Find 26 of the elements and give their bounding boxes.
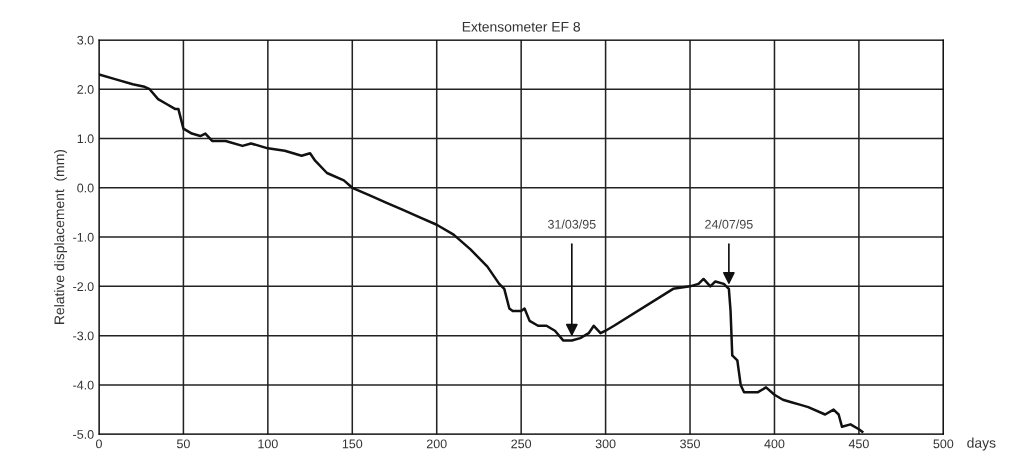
- x-tick-label: 50: [176, 439, 190, 449]
- x-tick-label: 500: [933, 439, 954, 449]
- line-series: [98, 73, 864, 433]
- y-tick-label: -1.0: [73, 232, 94, 242]
- y-axis-title: Relative displacement (mm): [54, 149, 68, 324]
- y-tick-label: 0.0: [77, 183, 94, 193]
- x-tick-label: 450: [848, 439, 869, 449]
- x-tick-label: 0: [95, 439, 102, 449]
- x-tick-label: 350: [680, 439, 700, 449]
- x-axis-title: days: [967, 437, 996, 451]
- y-tick-label: -4.0: [73, 380, 94, 390]
- annotation: 31/03/95: [547, 219, 596, 229]
- y-tick-label: -2.0: [73, 282, 94, 292]
- chart-title: Extensometer EF 8: [462, 21, 580, 32]
- x-tick-label: 150: [342, 439, 363, 449]
- y-tick-label: -3.0: [73, 331, 94, 341]
- x-tick-label: 100: [258, 439, 278, 449]
- annotation: 24/07/95: [705, 219, 753, 229]
- y-tick-label: -5.0: [73, 430, 94, 439]
- y-tick-label: 1.0: [77, 134, 94, 144]
- x-tick-label: 250: [511, 439, 532, 449]
- x-tick-label: 200: [426, 439, 447, 449]
- y-tick-label: 2.0: [77, 85, 94, 94]
- x-tick-label: 400: [764, 439, 785, 449]
- y-tick-label: 3.0: [77, 35, 94, 45]
- x-tick-label: 300: [595, 439, 616, 449]
